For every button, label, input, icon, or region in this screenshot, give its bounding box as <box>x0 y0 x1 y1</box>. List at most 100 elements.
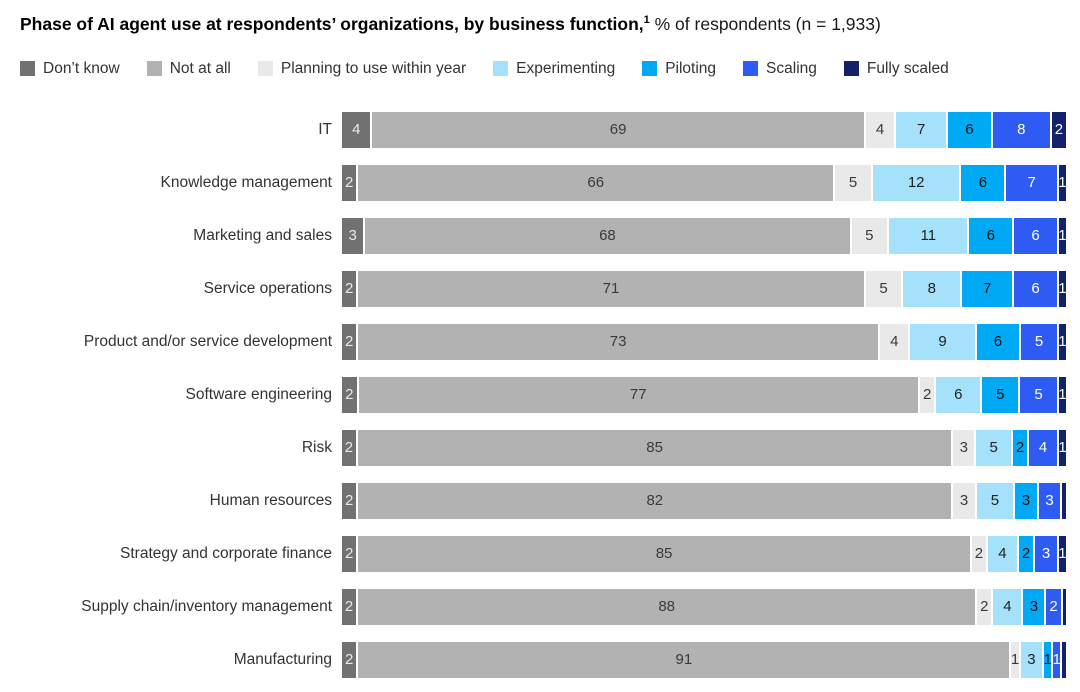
bar-segment-piloting: 6 <box>969 217 1013 254</box>
chart-row: Marketing and sales 3 68 5 11 6 6 1 <box>20 217 1067 254</box>
legend-swatch <box>743 61 759 77</box>
bar-stack: 2 85 2 4 2 3 1 <box>342 535 1067 572</box>
legend-label: Don’t know <box>43 59 120 77</box>
bar-segment-piloting: 2 <box>1018 535 1034 572</box>
legend-item: Scaling <box>743 60 817 78</box>
bar-segment-scaling: 3 <box>1038 482 1061 519</box>
bar-segment-planning-to-use-within-year: 5 <box>851 217 888 254</box>
bar-segment-scaling: 4 <box>1029 429 1057 466</box>
category-label: Service operations <box>203 279 332 297</box>
bar-segment-don-t-know: 2 <box>342 376 357 413</box>
bar-segment-planning-to-use-within-year: 5 <box>835 164 872 201</box>
bar-segment-fully-scaled: 1 <box>1058 270 1067 307</box>
bar-segment-planning-to-use-within-year: 3 <box>953 429 975 466</box>
legend-label: Piloting <box>665 59 717 77</box>
bar-stack: 2 73 4 9 6 5 1 <box>342 323 1067 360</box>
bar-segment-don-t-know: 2 <box>342 641 357 678</box>
legend-label: Scaling <box>766 59 817 77</box>
bar-segment-not-at-all: 85 <box>357 429 952 466</box>
bar-segment-don-t-know: 2 <box>342 482 357 519</box>
bar-segment-don-t-know: 4 <box>342 111 371 148</box>
category-label: Manufacturing <box>233 650 332 668</box>
chart-row: IT 4 69 4 7 6 8 2 <box>20 111 1066 148</box>
bar-segment-not-at-all: 77 <box>358 376 918 413</box>
legend-item: Not at all <box>146 59 231 78</box>
bar-segment-planning-to-use-within-year: 2 <box>919 376 935 413</box>
legend: Don’t know Not at all Planning to use with… <box>20 60 1066 78</box>
bar-segment-piloting: 3 <box>1023 588 1045 625</box>
legend-item: Don’t know <box>20 60 120 78</box>
chart-title-subtitle: % of respondents (n = 1,933) <box>649 14 881 34</box>
chart-row: Product and/or service development 2 73 4 9 6… <box>20 323 1067 360</box>
bar-segment-planning-to-use-within-year: 2 <box>971 535 987 572</box>
bar-segment-not-at-all: 88 <box>358 588 976 625</box>
category-label: Strategy and corporate finance <box>120 544 332 562</box>
stacked-bar-chart: IT 4 69 4 7 6 8 2 Knowledge management 2 66 5 12 6 7 1 M… <box>20 111 1067 678</box>
bar-segment-piloting: 6 <box>948 111 991 148</box>
category-label: Knowledge management <box>160 173 332 191</box>
bar-segment-not-at-all: 82 <box>358 482 952 519</box>
bar-segment-scaling: 1 <box>1053 641 1061 678</box>
chart-row: Risk 2 85 3 5 2 4 1 <box>20 429 1067 466</box>
bar-segment-fully-scaled <box>1062 641 1066 678</box>
bar-segment-piloting: 3 <box>1015 482 1037 519</box>
category-label: Human resources <box>209 491 332 509</box>
legend-item: Fully scaled <box>843 59 949 78</box>
bar-segment-fully-scaled: 2 <box>1051 111 1066 148</box>
bar-stack: 3 68 5 11 6 6 1 <box>342 217 1067 254</box>
bar-stack: 4 69 4 7 6 8 2 <box>342 111 1066 148</box>
bar-segment-experimenting: 11 <box>889 217 968 254</box>
chart-row: Human resources 2 82 3 5 3 3 <box>20 482 1066 519</box>
category-label: Supply chain/inventory management <box>81 597 332 615</box>
bar-segment-fully-scaled <box>1062 588 1066 625</box>
bar-segment-not-at-all: 68 <box>365 217 850 254</box>
bar-stack: 2 85 3 5 2 4 1 <box>342 429 1067 466</box>
bar-segment-piloting: 7 <box>962 270 1013 307</box>
bar-segment-scaling: 2 <box>1046 588 1061 625</box>
legend-label: Not at all <box>169 59 231 77</box>
bar-segment-don-t-know: 2 <box>342 588 357 625</box>
bar-segment-fully-scaled: 1 <box>1058 376 1067 413</box>
bar-segment-experimenting: 3 <box>1020 641 1043 678</box>
bar-segment-fully-scaled: 1 <box>1058 535 1067 572</box>
bar-segment-planning-to-use-within-year: 1 <box>1011 641 1019 678</box>
bar-segment-fully-scaled: 1 <box>1058 323 1067 360</box>
bar-segment-don-t-know: 2 <box>342 164 357 201</box>
bar-segment-experimenting: 7 <box>896 111 947 148</box>
bar-segment-not-at-all: 73 <box>358 323 878 360</box>
bar-segment-experimenting: 12 <box>873 164 960 201</box>
category-label: Software engineering <box>185 385 333 403</box>
bar-segment-don-t-know: 2 <box>342 323 357 360</box>
category-label: Risk <box>301 438 332 456</box>
bar-segment-experimenting: 5 <box>976 429 1012 466</box>
legend-label: Fully scaled <box>866 59 949 77</box>
bar-stack: 2 88 2 4 3 2 <box>342 588 1066 625</box>
bar-stack: 2 77 2 6 5 5 1 <box>342 376 1067 413</box>
bar-segment-not-at-all: 66 <box>358 164 834 201</box>
legend-label: Experimenting <box>516 59 616 77</box>
bar-segment-not-at-all: 85 <box>358 535 970 572</box>
bar-segment-piloting: 2 <box>1013 429 1028 466</box>
legend-swatch <box>642 61 658 77</box>
bar-segment-piloting: 5 <box>982 376 1019 413</box>
bar-segment-scaling: 5 <box>1020 376 1057 413</box>
legend-item: Experimenting <box>493 60 615 78</box>
legend-swatch <box>146 61 162 77</box>
bar-segment-piloting: 6 <box>961 164 1005 201</box>
chart-row: Manufacturing 2 91 1 3 1 1 <box>20 641 1066 678</box>
chart-row: Knowledge management 2 66 5 12 6 7 1 <box>20 164 1067 201</box>
bar-stack: 2 66 5 12 6 7 1 <box>342 164 1067 201</box>
bar-segment-planning-to-use-within-year: 4 <box>880 323 909 360</box>
bar-segment-experimenting: 4 <box>988 535 1017 572</box>
bar-segment-planning-to-use-within-year: 5 <box>865 270 902 307</box>
bar-segment-piloting: 6 <box>976 323 1020 360</box>
bar-segment-don-t-know: 2 <box>342 270 357 307</box>
bar-stack: 2 82 3 5 3 3 <box>342 482 1066 519</box>
legend-label: Planning to use within year <box>280 59 467 77</box>
bar-segment-scaling: 7 <box>1006 164 1057 201</box>
chart-row: Service operations 2 71 5 8 7 6 1 <box>20 270 1067 307</box>
bar-segment-fully-scaled <box>1062 482 1066 519</box>
bar-segment-don-t-know: 2 <box>342 429 356 466</box>
bar-segment-experimenting: 5 <box>976 482 1014 519</box>
